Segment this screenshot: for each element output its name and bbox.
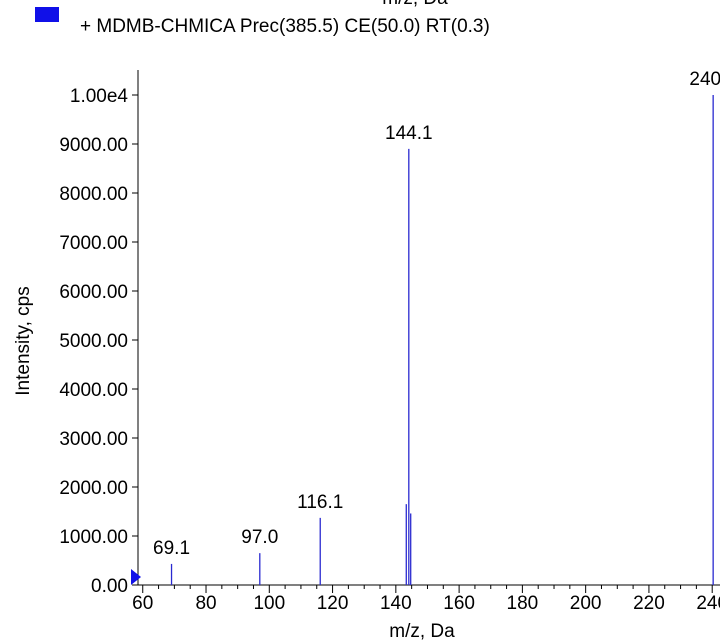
legend-label: + MDMB-CHMICA Prec(385.5) CE(50.0) RT(0.… (80, 16, 490, 37)
y-tick-label: 8000.00 (59, 184, 128, 205)
x-tick-label: 240 (696, 593, 720, 614)
x-axis-ticks: 60 80 100 120 140 160 180 200 220 240 (132, 585, 720, 614)
y-tick-label: 6000.00 (59, 282, 128, 303)
y-tick-label: 4000.00 (59, 380, 128, 401)
y-tick-label: 7000.00 (59, 233, 128, 254)
y-tick-label: 1.00e4 (70, 86, 129, 107)
peak-label: 116.1 (297, 492, 343, 513)
x-tick-label: 200 (570, 593, 602, 614)
x-tick-label: 120 (317, 593, 349, 614)
x-tick-label: 140 (380, 593, 412, 614)
baseline-marker-icon[interactable] (131, 569, 141, 585)
x-tick-label: 100 (253, 593, 285, 614)
y-tick-label: 9000.00 (59, 135, 128, 156)
y-axis-title: Intensity, cps (13, 286, 34, 395)
y-tick-label: 1000.00 (59, 527, 128, 548)
legend-swatch[interactable] (35, 7, 59, 22)
peak-label: 240.3 (689, 69, 720, 90)
spectrum-peaks (170, 95, 714, 585)
x-tick-label: 180 (507, 593, 539, 614)
y-tick-label: 3000.00 (59, 429, 128, 450)
peak-label: 97.0 (241, 527, 278, 548)
x-tick-label: 60 (132, 593, 153, 614)
peak-label: 69.1 (153, 538, 190, 559)
top-cut-axis-label: m/z, Da (382, 0, 448, 9)
plot-axes (137, 70, 720, 586)
y-tick-label: 0.00 (91, 576, 128, 597)
y-tick-label: 5000.00 (59, 331, 128, 352)
x-tick-label: 160 (443, 593, 475, 614)
y-tick-label: 2000.00 (59, 478, 128, 499)
x-tick-label: 80 (195, 593, 216, 614)
x-tick-label: 220 (633, 593, 665, 614)
y-axis-ticks: 0.00 1000.00 2000.00 3000.00 4000.00 5000.00 6… (59, 86, 138, 597)
peak-label: 144.1 (385, 123, 433, 144)
x-axis-title: m/z, Da (389, 621, 455, 641)
peak-labels: 69.1 97.0 116.1 144.1 240.3 (153, 69, 720, 559)
